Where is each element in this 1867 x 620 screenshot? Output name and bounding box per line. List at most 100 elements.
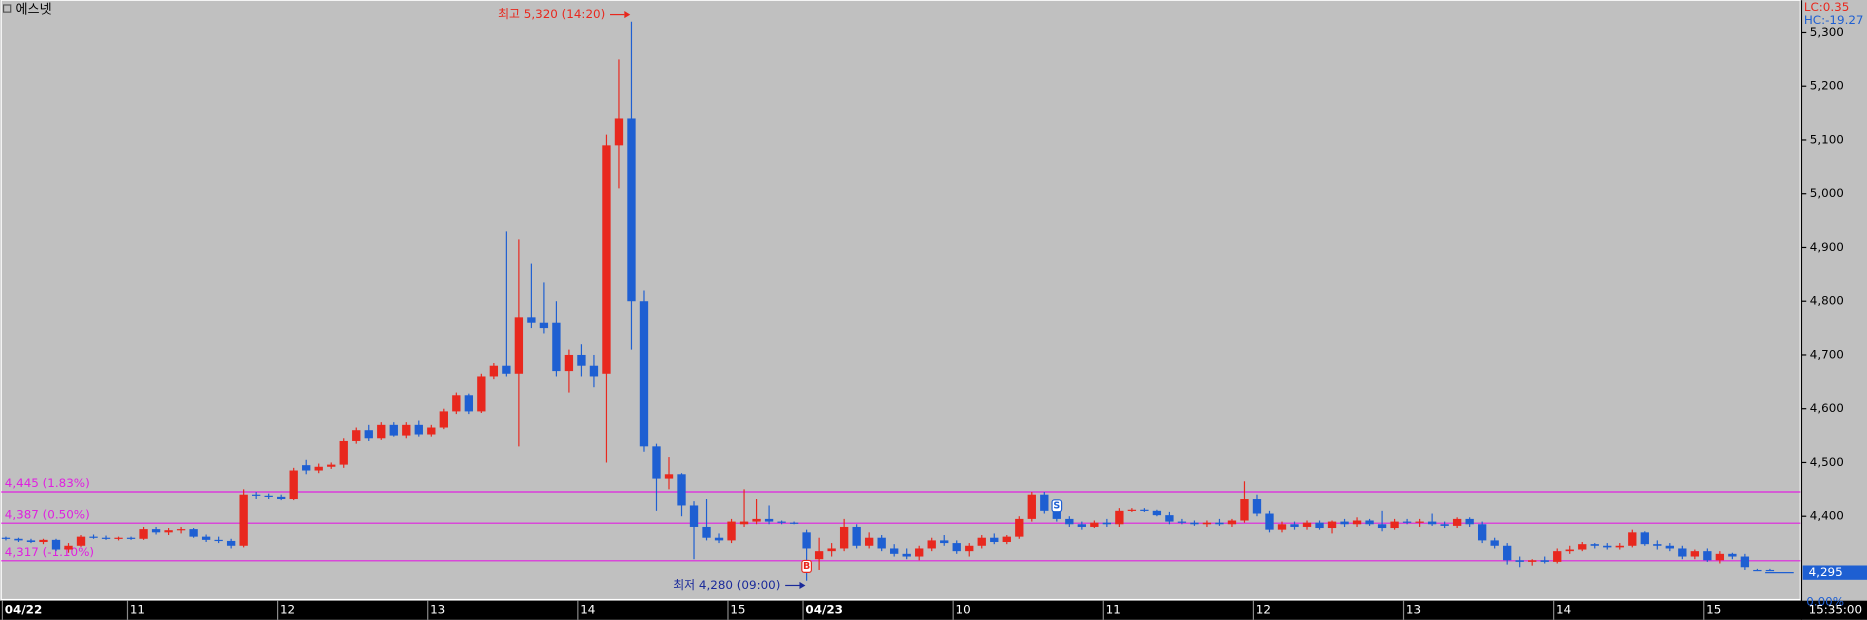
x-tick-label: 13 <box>430 603 445 617</box>
candle-body <box>589 365 599 377</box>
candle-body <box>1115 510 1124 525</box>
candle-body <box>1578 544 1587 550</box>
candle-body <box>602 145 611 374</box>
candle-body <box>1715 553 1725 561</box>
candle-body <box>1377 524 1387 529</box>
reference-label: 4,445 (1.83%) <box>5 476 90 490</box>
candle-body <box>251 494 261 496</box>
candle-body <box>314 466 323 471</box>
candle-body <box>739 521 749 525</box>
candle-body <box>1002 536 1011 543</box>
x-tick-label: 12 <box>280 603 295 617</box>
time-label: 15:35:00 <box>1809 603 1862 617</box>
candle-body <box>1553 551 1562 562</box>
candle-body <box>727 521 736 541</box>
candle-body <box>1202 522 1212 525</box>
candle-body <box>639 301 649 447</box>
candle-body <box>101 537 111 539</box>
candle-body <box>64 545 73 550</box>
signal-label: B <box>803 561 810 572</box>
candle-body <box>1653 544 1662 546</box>
candle-body <box>777 521 786 523</box>
x-axis-band <box>0 600 1867 620</box>
y-tick-label: 4,600 <box>1810 401 1844 415</box>
y-tick-label: 5,200 <box>1810 79 1844 93</box>
candle-body <box>1240 499 1249 521</box>
candle-body <box>677 474 686 506</box>
annotation-arrowhead <box>799 581 806 590</box>
x-tick-label: 04/23 <box>805 603 843 617</box>
candle-body <box>877 537 886 549</box>
candle-body <box>1528 560 1537 562</box>
y-tick-label: 4,700 <box>1810 347 1844 361</box>
candle-body <box>627 118 636 302</box>
candle-body <box>1265 513 1274 530</box>
candle-body <box>26 540 36 543</box>
candle-body <box>139 529 148 539</box>
candle-body <box>214 539 223 542</box>
candle-body <box>714 537 724 541</box>
candle-body <box>89 536 98 538</box>
candle-body <box>990 537 999 543</box>
candle-body <box>427 427 436 435</box>
candle-body <box>940 540 949 544</box>
candle-body <box>1315 522 1324 529</box>
candle-body <box>1340 521 1349 525</box>
candle-body <box>1190 522 1199 525</box>
candle-body <box>226 540 236 546</box>
candle-body <box>852 526 861 546</box>
candle-body <box>1052 510 1061 519</box>
candle-body <box>1 537 11 539</box>
candle-body <box>1140 509 1149 511</box>
candle-body <box>1177 521 1187 523</box>
candle-body <box>1678 548 1687 557</box>
candle-body <box>1227 520 1237 525</box>
candle-body <box>1690 551 1700 557</box>
candle-body <box>1402 521 1412 523</box>
candle-body <box>814 551 824 560</box>
candle-body <box>1277 524 1287 530</box>
candle-body <box>802 532 811 549</box>
last-price-box <box>1802 565 1867 580</box>
candle-body <box>14 538 23 541</box>
candle-body <box>539 322 549 329</box>
candle-body <box>702 526 711 538</box>
candle-body <box>977 537 986 546</box>
candle-body <box>1365 520 1374 525</box>
candle-body <box>489 365 499 377</box>
candle-body <box>915 548 924 557</box>
candle-body <box>514 317 524 374</box>
candle-body <box>402 424 411 436</box>
candle-body <box>1215 522 1224 525</box>
candle-body <box>927 540 936 549</box>
candle-body <box>1540 560 1549 562</box>
title-icon <box>2 4 12 13</box>
candle-body <box>1765 569 1775 572</box>
candle-body <box>1090 522 1099 527</box>
candle-body <box>176 529 186 531</box>
candle-body <box>302 465 311 471</box>
candle-body <box>264 495 273 497</box>
candle-body <box>477 376 486 412</box>
x-tick-label: 15 <box>1706 603 1721 617</box>
last-price-label: 4,295 <box>1809 565 1843 579</box>
y-tick-label: 4,400 <box>1810 509 1844 523</box>
x-tick-label: 04/22 <box>5 603 43 617</box>
candle-body <box>452 395 461 412</box>
candle-body <box>1152 510 1162 516</box>
y-tick-label: 4,500 <box>1810 455 1844 469</box>
candle-body <box>439 411 448 428</box>
candle-body <box>652 446 661 479</box>
candle-body <box>1390 521 1399 529</box>
candle-body <box>1503 545 1512 561</box>
candle-body <box>1703 551 1712 561</box>
signal-marker <box>1051 499 1063 513</box>
candle-body <box>389 424 398 436</box>
candle-body <box>1040 494 1049 511</box>
candle-body <box>890 548 899 554</box>
candle-body <box>277 496 286 500</box>
candle-body <box>752 518 761 522</box>
candle-body <box>39 539 48 543</box>
y-tick-label: 4,900 <box>1810 240 1844 254</box>
